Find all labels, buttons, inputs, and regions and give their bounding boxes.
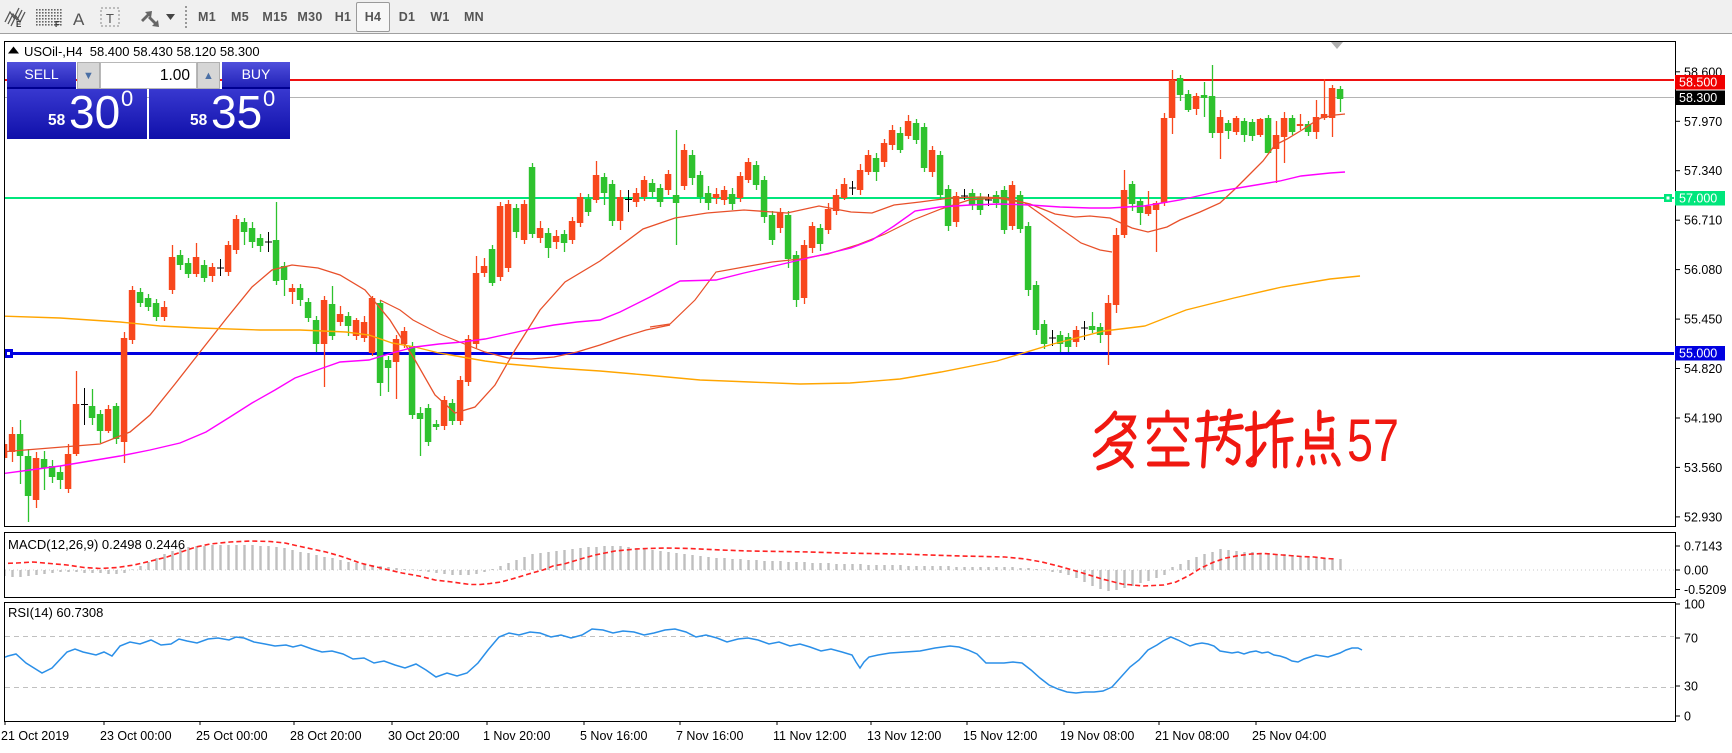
svg-text:55.450: 55.450: [1684, 313, 1722, 327]
svg-text:21 Nov 08:00: 21 Nov 08:00: [1155, 729, 1229, 743]
svg-text:28 Oct 20:00: 28 Oct 20:00: [290, 729, 362, 743]
svg-text:USOil-,H4 58.400 58.430 58.12: USOil-,H4 58.400 58.430 58.120 58.300: [24, 44, 260, 59]
svg-text:56.080: 56.080: [1684, 263, 1722, 277]
svg-text:100: 100: [1684, 598, 1705, 612]
svg-text:MACD(12,26,9) 0.2498 0.2446: MACD(12,26,9) 0.2498 0.2446: [8, 537, 185, 552]
svg-text:54.190: 54.190: [1684, 412, 1722, 426]
svg-text:52.930: 52.930: [1684, 510, 1722, 524]
svg-text:E: E: [16, 20, 22, 29]
svg-text:F: F: [55, 20, 60, 29]
svg-text:30 Oct 20:00: 30 Oct 20:00: [388, 729, 460, 743]
svg-text:55.000: 55.000: [1679, 347, 1717, 361]
svg-text:RSI(14) 60.7308: RSI(14) 60.7308: [8, 605, 103, 620]
svg-text:7 Nov 16:00: 7 Nov 16:00: [676, 729, 743, 743]
svg-text:58.300: 58.300: [1679, 91, 1717, 105]
svg-text:A: A: [73, 10, 85, 29]
svg-text:30: 30: [1684, 680, 1698, 694]
svg-text:58.500: 58.500: [1679, 76, 1717, 90]
svg-text:5 Nov 16:00: 5 Nov 16:00: [580, 729, 647, 743]
svg-text:13 Nov 12:00: 13 Nov 12:00: [867, 729, 941, 743]
svg-text:T: T: [106, 11, 114, 26]
svg-text:21 Oct 2019: 21 Oct 2019: [1, 729, 69, 743]
svg-text:57.970: 57.970: [1684, 115, 1722, 129]
svg-text:11 Nov 12:00: 11 Nov 12:00: [773, 729, 846, 743]
svg-text:70: 70: [1684, 632, 1698, 646]
svg-text:0.7143: 0.7143: [1684, 540, 1722, 554]
svg-text:54.820: 54.820: [1684, 362, 1722, 376]
svg-text:-0.5209: -0.5209: [1684, 583, 1726, 597]
svg-text:0.00: 0.00: [1684, 564, 1708, 578]
svg-text:57: 57: [1347, 407, 1399, 474]
svg-text:19 Nov 08:00: 19 Nov 08:00: [1060, 729, 1134, 743]
svg-text:23 Oct 00:00: 23 Oct 00:00: [100, 729, 172, 743]
svg-text:0: 0: [1684, 710, 1691, 724]
svg-text:25 Nov 04:00: 25 Nov 04:00: [1252, 729, 1326, 743]
svg-text:56.710: 56.710: [1684, 214, 1722, 228]
svg-text:25 Oct 00:00: 25 Oct 00:00: [196, 729, 268, 743]
svg-text:53.560: 53.560: [1684, 461, 1722, 475]
svg-text:57.340: 57.340: [1684, 164, 1722, 178]
svg-text:57.000: 57.000: [1679, 192, 1717, 206]
svg-text:1 Nov 20:00: 1 Nov 20:00: [483, 729, 550, 743]
svg-text:15 Nov 12:00: 15 Nov 12:00: [963, 729, 1037, 743]
